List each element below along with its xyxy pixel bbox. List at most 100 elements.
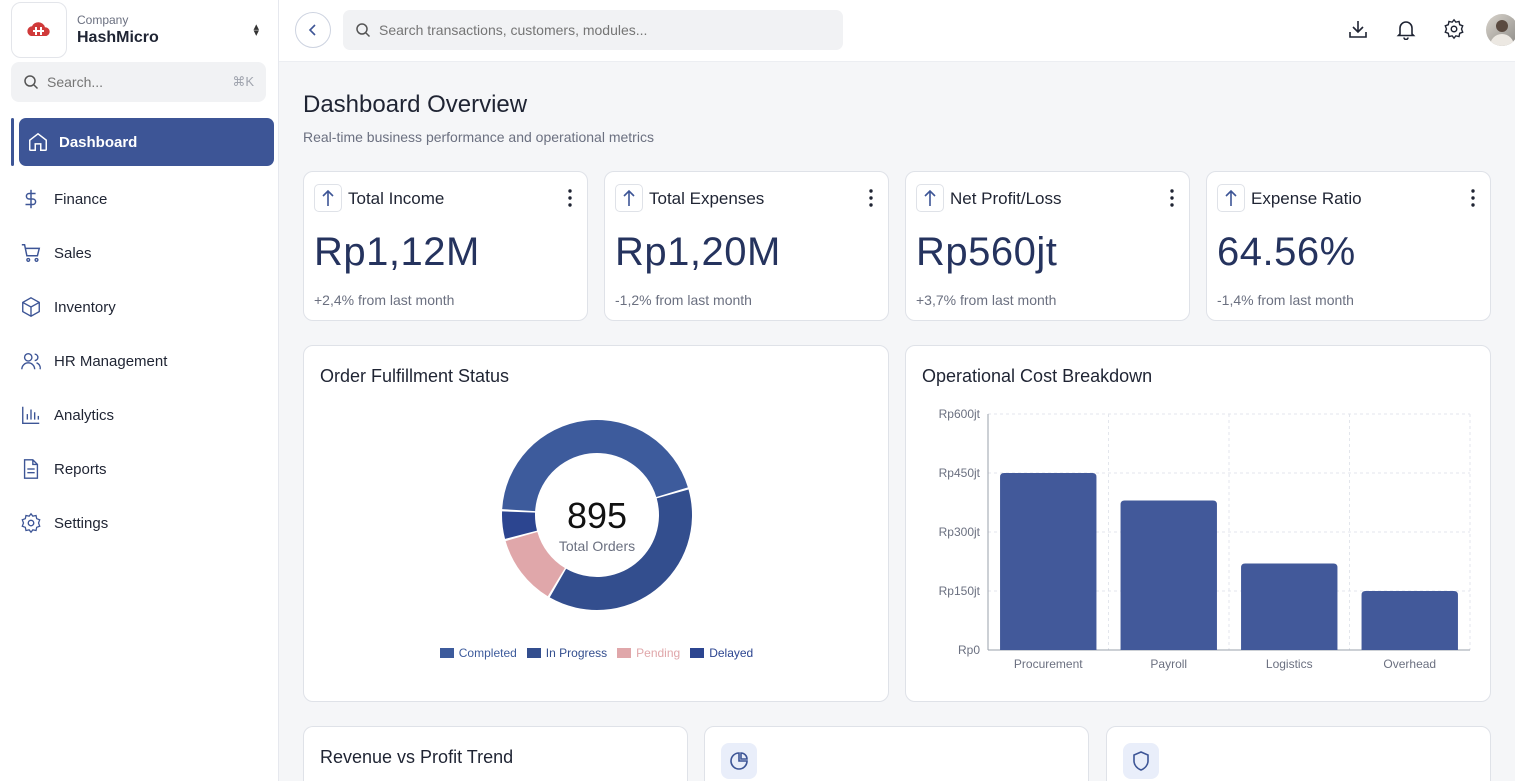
sidebar-item-label: Analytics [54, 406, 115, 424]
revenue-profit-trend-card: Revenue vs Profit Trend [303, 726, 688, 781]
kpi-card-total-income: Total Income Rp1,12M +2,4% from last mon… [303, 171, 588, 321]
legend-swatch [617, 648, 632, 658]
company-logo [11, 2, 67, 58]
donut-slice-completed[interactable] [502, 420, 688, 512]
document-icon [23, 459, 39, 479]
kpi-title: Total Expenses [649, 189, 765, 208]
search-icon [24, 75, 39, 90]
y-tick-label: Rp150jt [939, 584, 981, 598]
card-title: Order Fulfillment Status [320, 366, 510, 386]
kpi-value: 64.56% [1217, 230, 1356, 274]
bar-procurement[interactable] [1000, 473, 1097, 650]
users-icon [21, 352, 41, 370]
chevron-left-icon [308, 24, 316, 36]
sidebar-nav: Dashboard Finance Sales Inventory HR Man… [0, 118, 279, 550]
arrow-up-icon [615, 184, 643, 212]
company-switcher[interactable]: Company HashMicro ▴ ▾ [11, 2, 267, 58]
global-search-input[interactable] [379, 22, 819, 38]
legend-item[interactable]: In Progress [526, 646, 608, 660]
kpi-value: Rp1,12M [314, 230, 480, 274]
donut-chart: 895 Total Orders [502, 420, 692, 610]
company-name: HashMicro [77, 29, 159, 46]
donut-slice-delayed[interactable] [502, 511, 537, 539]
x-tick-label: Overhead [1383, 657, 1436, 671]
kpi-value: Rp1,20M [615, 230, 781, 274]
sidebar-item-label: HR Management [54, 352, 168, 370]
kpi-card-expense-ratio: Expense Ratio 64.56% -1,4% from last mon… [1206, 171, 1491, 321]
more-vertical-icon[interactable] [1470, 188, 1476, 208]
legend-item[interactable]: Completed [439, 646, 517, 660]
sidebar-search-input[interactable] [47, 74, 217, 90]
legend-swatch [526, 648, 541, 658]
sidebar-item-label: Inventory [54, 298, 116, 316]
kpi-change: +2,4% from last month [314, 292, 455, 308]
legend-item[interactable]: Pending [617, 646, 680, 660]
operational-cost-card: Operational Cost Breakdown Rp0 Rp150jt Rp3… [905, 345, 1491, 702]
cloud-logo-icon [27, 22, 50, 36]
y-tick-label: Rp600jt [939, 407, 981, 421]
legend-swatch [690, 648, 705, 658]
sidebar-item-analytics[interactable]: Analytics [0, 388, 279, 442]
active-indicator [11, 118, 14, 166]
donut-total-label: Total Orders [559, 538, 635, 554]
sidebar-item-dashboard[interactable]: Dashboard [19, 118, 274, 166]
sidebar-item-settings[interactable]: Settings [0, 496, 279, 550]
bar-payroll[interactable] [1120, 500, 1217, 650]
gear-icon [21, 512, 41, 534]
order-fulfillment-card: Order Fulfillment Status 895 Total Order… [303, 345, 889, 702]
gear-icon[interactable] [1443, 18, 1465, 40]
arrow-up-icon [1217, 184, 1245, 212]
bar-chart-icon [22, 406, 40, 424]
sidebar-search[interactable]: ⌘K [11, 62, 266, 102]
sidebar-item-hr-management[interactable]: HR Management [0, 334, 279, 388]
y-tick-label: Rp300jt [939, 525, 981, 539]
y-tick-label: Rp450jt [939, 466, 981, 480]
bar-chart: Rp0 Rp150jt Rp300jt Rp450jt Rp600jt Procureme… [939, 407, 1471, 671]
donut-slice-pending[interactable] [505, 532, 565, 597]
sidebar-item-finance[interactable]: Finance [0, 172, 279, 226]
kpi-change: +3,7% from last month [916, 292, 1057, 308]
box-icon [22, 297, 40, 317]
sidebar-item-label: Sales [54, 244, 92, 262]
avatar[interactable] [1486, 14, 1515, 46]
legend-item[interactable]: Delayed [690, 646, 753, 660]
donut-slice-in-progress[interactable] [549, 489, 692, 610]
kpi-change: -1,4% from last month [1217, 292, 1354, 308]
home-icon [29, 132, 47, 151]
bar-overhead[interactable] [1361, 591, 1458, 650]
kpi-value: Rp560jt [916, 230, 1058, 274]
x-tick-label: Logistics [1266, 657, 1313, 671]
bell-icon[interactable] [1395, 18, 1417, 40]
page-subtitle: Real-time business performance and opera… [303, 129, 654, 145]
sidebar-item-inventory[interactable]: Inventory [0, 280, 279, 334]
more-vertical-icon[interactable] [1169, 188, 1175, 208]
x-tick-label: Procurement [1014, 657, 1083, 671]
sidebar-item-sales[interactable]: Sales [0, 226, 279, 280]
kpi-card-net-profit-loss: Net Profit/Loss Rp560jt +3,7% from last … [905, 171, 1190, 321]
donut-total: 895 [567, 495, 627, 536]
sidebar-item-reports[interactable]: Reports [0, 442, 279, 496]
bar-logistics[interactable] [1241, 563, 1338, 650]
legend-swatch [439, 648, 454, 658]
back-button[interactable] [295, 12, 331, 48]
legend-label: In Progress [545, 646, 608, 660]
more-vertical-icon[interactable] [567, 188, 573, 208]
download-icon[interactable] [1347, 18, 1369, 40]
search-shortcut: ⌘K [232, 74, 254, 89]
donut-legend: Completed In Progress Pending Delayed [304, 646, 889, 660]
chevron-up-down-icon[interactable]: ▴ ▾ [253, 21, 259, 39]
user-photo [1490, 20, 1514, 46]
arrow-up-icon [314, 184, 342, 212]
global-search[interactable] [343, 10, 843, 50]
kpi-card-total-expenses: Total Expenses Rp1,20M -1,2% from last m… [604, 171, 889, 321]
summary-card-3 [1106, 726, 1491, 781]
topbar [279, 0, 1515, 62]
legend-label: Pending [636, 646, 681, 660]
more-vertical-icon[interactable] [868, 188, 874, 208]
x-tick-label: Payroll [1150, 657, 1187, 671]
dollar-icon [25, 189, 37, 209]
card-title: Operational Cost Breakdown [922, 366, 1153, 386]
sidebar-item-label: Dashboard [59, 133, 138, 151]
shield-icon [1123, 743, 1159, 779]
kpi-title: Total Income [348, 189, 445, 208]
